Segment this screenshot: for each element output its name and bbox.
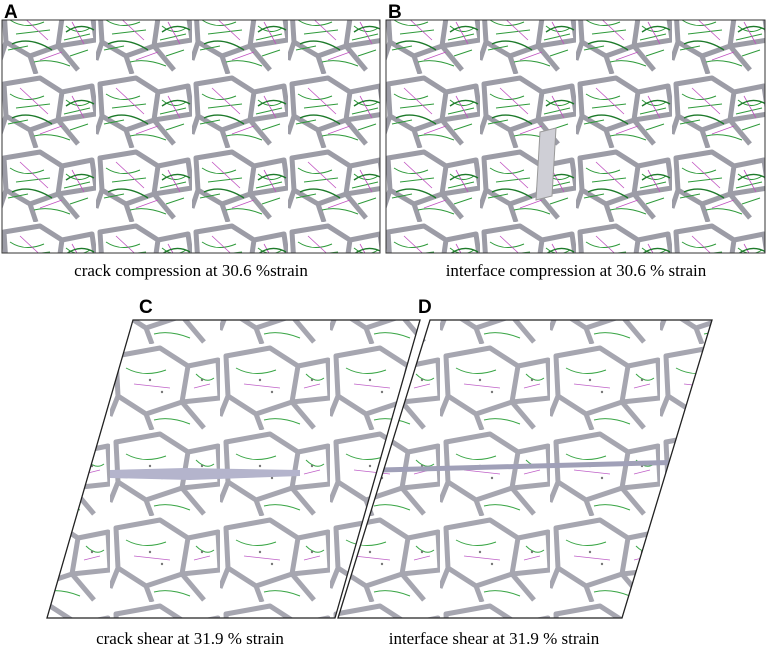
panel-label: C bbox=[139, 297, 153, 318]
panel-label: D bbox=[418, 297, 432, 318]
panel-frame bbox=[46, 319, 421, 619]
panel-image bbox=[385, 19, 766, 254]
panel-frame bbox=[337, 319, 713, 619]
crack bbox=[535, 127, 557, 201]
panel-image bbox=[1, 19, 381, 254]
panel-caption: interface shear at 31.9 % strain bbox=[389, 629, 600, 648]
panel-caption: crack shear at 31.9 % strain bbox=[96, 629, 284, 648]
panel-caption: interface compression at 30.6 % strain bbox=[446, 261, 707, 280]
panel-caption: crack compression at 30.6 %strain bbox=[74, 261, 308, 280]
panel-label: A bbox=[4, 2, 18, 23]
panel-label: B bbox=[388, 2, 402, 23]
